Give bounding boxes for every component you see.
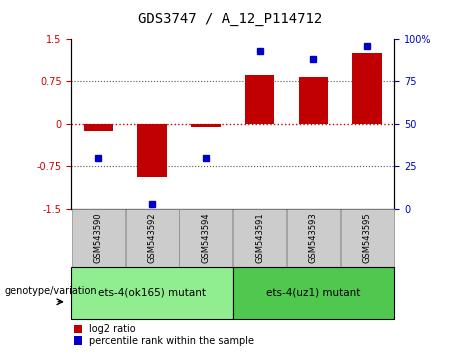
Text: GSM543591: GSM543591	[255, 213, 264, 263]
Text: GSM543593: GSM543593	[309, 213, 318, 263]
Text: GSM543590: GSM543590	[94, 213, 103, 263]
Bar	[353, 53, 382, 124]
Text: GSM543594: GSM543594	[201, 213, 210, 263]
Bar	[299, 78, 328, 124]
Text: log2 ratio: log2 ratio	[89, 324, 136, 334]
Text: ets-4(uz1) mutant: ets-4(uz1) mutant	[266, 288, 361, 298]
Bar	[191, 124, 221, 127]
Text: genotype/variation: genotype/variation	[5, 286, 97, 296]
Bar	[245, 75, 274, 124]
Text: GSM543595: GSM543595	[363, 213, 372, 263]
Text: GSM543592: GSM543592	[148, 213, 157, 263]
Text: ets-4(ok165) mutant: ets-4(ok165) mutant	[98, 288, 206, 298]
Text: percentile rank within the sample: percentile rank within the sample	[89, 336, 254, 346]
Bar	[83, 124, 113, 131]
Text: GDS3747 / A_12_P114712: GDS3747 / A_12_P114712	[138, 12, 323, 27]
Bar	[137, 124, 167, 177]
